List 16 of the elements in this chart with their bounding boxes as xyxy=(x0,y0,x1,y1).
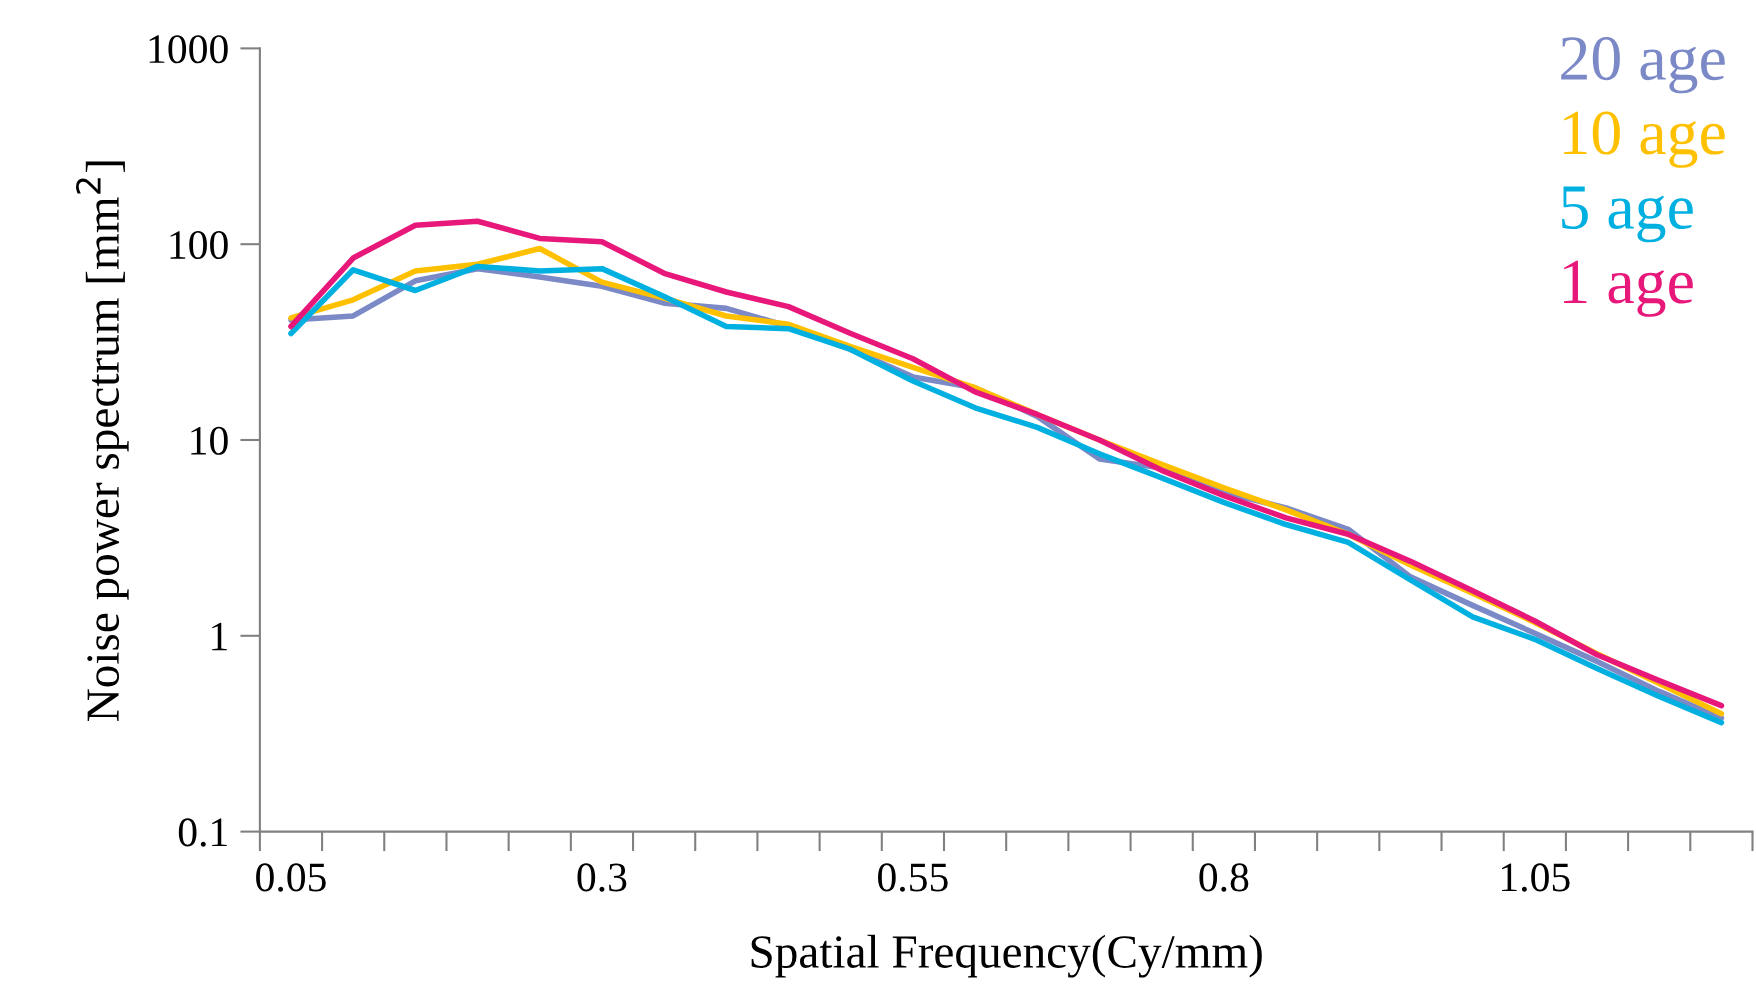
x-tick-label: 0.8 xyxy=(1199,863,1249,892)
y-tick-label: 100 xyxy=(170,230,228,260)
text: 1 age xyxy=(1564,260,1693,317)
x-tick-label: 1.05 xyxy=(1502,863,1570,892)
y-tick-label: 1000 xyxy=(149,35,228,64)
y-tick-label: 0.1 xyxy=(178,818,227,847)
y-tick-label: 10 xyxy=(191,426,228,455)
x-tick-label: 0.05 xyxy=(256,863,326,892)
y-axis-title: Noise power spectrum [mm$^{2}$] xyxy=(75,161,129,722)
text: 5 age xyxy=(1562,186,1693,243)
x-tick-label: 0.3 xyxy=(577,863,627,892)
x-axis-title: Spatial Frequency(Cy/mm) xyxy=(751,934,1262,978)
text: 10 age xyxy=(1564,111,1725,168)
y-tick-label: 1 xyxy=(212,622,227,651)
x-tick-label: 0.55 xyxy=(878,863,948,892)
text: 20 age xyxy=(1561,37,1725,94)
